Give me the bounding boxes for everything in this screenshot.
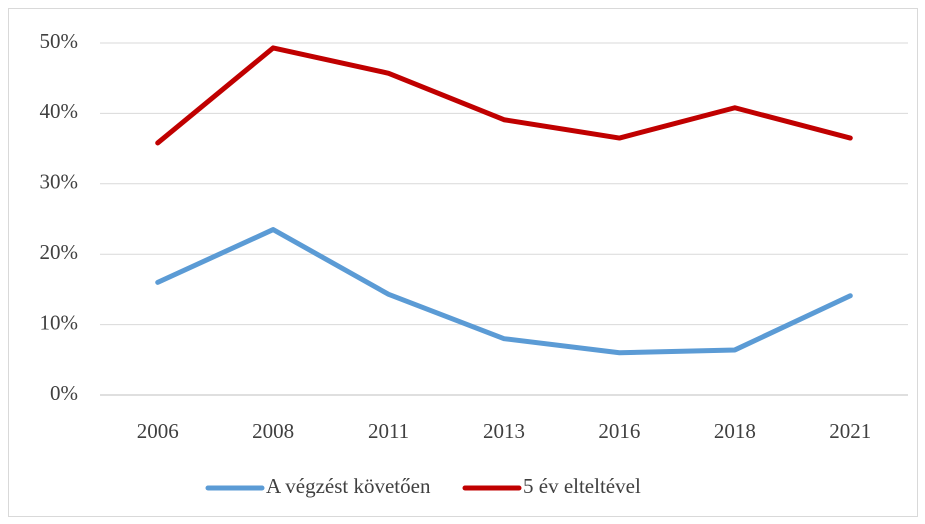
- y-tick-label: 20%: [40, 240, 79, 264]
- x-tick-label: 2018: [714, 419, 756, 443]
- legend-label: 5 év elteltével: [523, 474, 641, 498]
- x-tick-label: 2008: [252, 419, 294, 443]
- series-line: [155, 227, 853, 356]
- y-tick-label: 40%: [40, 99, 79, 123]
- y-tick-label: 10%: [40, 310, 79, 334]
- x-tick-label: 2013: [483, 419, 525, 443]
- y-tick-label: 0%: [50, 381, 78, 405]
- y-tick-label: 30%: [40, 170, 79, 194]
- x-tick-label: 2016: [598, 419, 640, 443]
- x-tick-label: 2021: [829, 419, 871, 443]
- y-tick-label: 50%: [40, 29, 79, 53]
- x-tick-label: 2011: [368, 419, 409, 443]
- legend-label: A végzést követően: [266, 474, 431, 498]
- chart-frame: [8, 8, 918, 517]
- series-line: [155, 45, 853, 146]
- x-tick-label: 2006: [137, 419, 179, 443]
